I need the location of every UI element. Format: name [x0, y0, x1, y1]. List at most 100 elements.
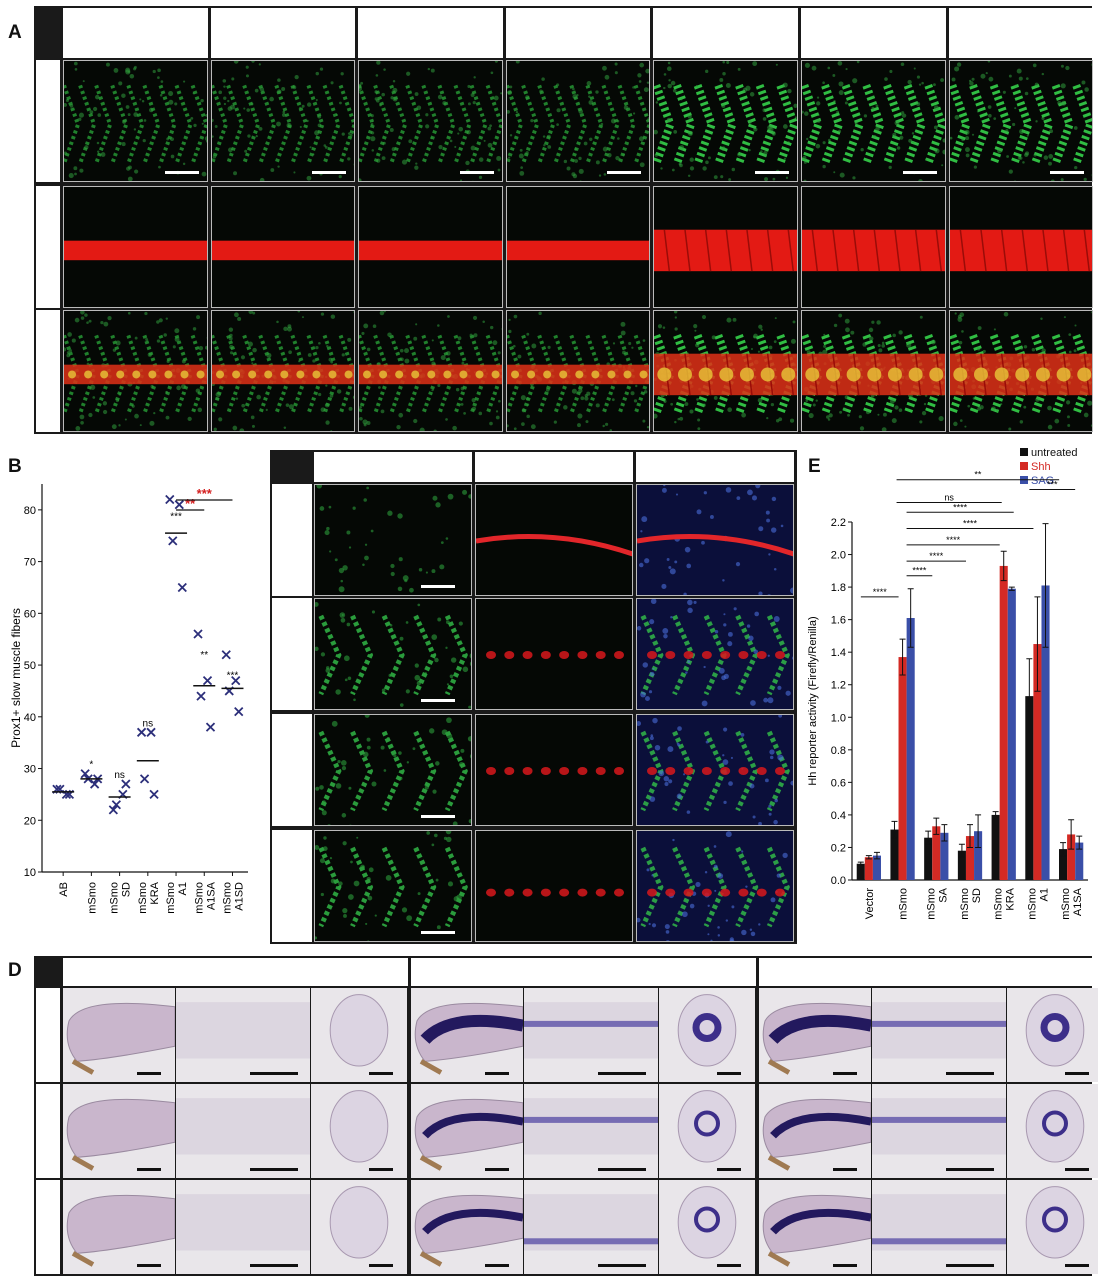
legend-label: untreated — [1031, 447, 1077, 459]
x-tick-label: mSmoKRA — [993, 887, 1017, 919]
y-tick-label: 30 — [24, 764, 36, 776]
panel-d-in-situ-image — [759, 988, 871, 1082]
panel-d-in-situ-image — [759, 1180, 871, 1274]
scale-bar — [717, 1072, 741, 1075]
bracket-label: *** — [197, 486, 213, 501]
error-bar — [857, 861, 864, 866]
data-point — [231, 675, 241, 686]
scale-bar — [485, 1168, 509, 1171]
panel-d-column-header — [63, 958, 408, 986]
scale-bar — [485, 1264, 509, 1267]
error-bar — [1026, 658, 1033, 735]
scale-bar — [598, 1168, 646, 1171]
comparison-label: **** — [946, 535, 961, 545]
significance-label: *** — [170, 512, 182, 523]
y-tick-label: 1.0 — [831, 712, 846, 724]
panel-e-letter: E — [808, 456, 821, 477]
y-tick-label: 1.2 — [831, 680, 846, 692]
comparison-label: **** — [953, 502, 968, 512]
scale-bar — [833, 1264, 857, 1267]
panel-d-in-situ-image — [659, 1084, 755, 1178]
panel-d-in-situ-image — [759, 1084, 871, 1178]
scale-bar — [946, 1264, 994, 1267]
panel-c-column-header — [475, 452, 633, 482]
error-bar — [1000, 550, 1007, 582]
data-point — [108, 805, 118, 815]
scale-bar — [598, 1264, 646, 1267]
error-bar — [1042, 523, 1049, 648]
y-tick-label: 0.8 — [831, 745, 846, 757]
data-point — [221, 650, 231, 660]
scale-bar — [1065, 1168, 1089, 1171]
y-tick-label: 10 — [24, 867, 36, 879]
panel-a-micrograph — [505, 310, 651, 432]
panel-a-micrograph — [358, 186, 503, 308]
comparison-label: ns — [944, 492, 954, 502]
data-point — [202, 675, 213, 686]
panel-a-micrograph — [653, 60, 798, 182]
data-point — [234, 706, 244, 717]
error-bar — [1034, 596, 1041, 692]
data-point — [205, 722, 216, 732]
panel-c-row-label — [272, 598, 312, 710]
y-tick-label: 1.6 — [831, 615, 846, 627]
comparison-label: **** — [873, 587, 888, 597]
x-tick-label: mSmo — [898, 888, 910, 920]
scale-bar — [946, 1072, 994, 1075]
comparison-label: **** — [929, 551, 944, 561]
x-tick-label: mSmoA1SA — [1060, 887, 1084, 919]
panel-a-micrograph — [63, 310, 208, 432]
y-tick-label: 60 — [24, 608, 36, 620]
data-point — [80, 769, 90, 779]
scale-bar — [137, 1168, 161, 1171]
x-tick-label: mSmoSD — [959, 888, 983, 920]
scale-bar — [421, 931, 455, 934]
x-tick-label: mSmo — [86, 882, 98, 914]
panel-c-micrograph — [475, 484, 633, 596]
bar — [932, 826, 941, 880]
y-tick-label: 50 — [24, 660, 36, 672]
data-point — [165, 494, 175, 505]
bar — [906, 618, 915, 880]
panel-d-in-situ-image — [1007, 1084, 1098, 1178]
panel-a-row-label — [36, 60, 60, 182]
scale-bar — [250, 1264, 298, 1267]
panel-a-column-header — [505, 8, 651, 58]
panel-a-row-label — [36, 186, 60, 308]
significance-label: ns — [143, 718, 154, 729]
bar — [898, 657, 907, 880]
panel-c-row-label — [272, 484, 312, 596]
y-tick-label: 0.2 — [831, 842, 846, 854]
error-bar — [865, 855, 872, 860]
error-bar — [933, 817, 940, 835]
data-point — [196, 691, 206, 701]
panel-d-letter: D — [8, 960, 22, 981]
panel-c-micrograph — [314, 484, 472, 596]
significance-label: *** — [227, 671, 239, 682]
scale-bar — [369, 1168, 393, 1171]
bar — [991, 814, 1000, 880]
bar — [924, 837, 933, 880]
panel-d-in-situ-image — [1007, 988, 1098, 1082]
panel-d-in-situ-image — [176, 988, 310, 1082]
panel-a-row-label — [36, 310, 60, 432]
error-bar — [891, 820, 898, 839]
scale-bar — [598, 1072, 646, 1075]
bar — [1041, 585, 1050, 880]
panel-a-micrograph — [358, 310, 503, 432]
panel-a-micrograph — [63, 60, 208, 182]
comparison-label: ** — [974, 470, 982, 480]
x-tick-label: mSmoA1 — [1026, 888, 1050, 920]
scale-bar — [421, 815, 455, 818]
y-tick-label: 70 — [24, 557, 36, 569]
panel-a-micrograph — [653, 186, 798, 308]
scale-bar — [833, 1072, 857, 1075]
scale-bar — [717, 1168, 741, 1171]
error-bar — [899, 638, 906, 676]
x-tick-label: mSmoA1SD — [221, 882, 245, 914]
significance-label: ** — [200, 650, 208, 661]
legend-swatch — [1020, 462, 1028, 470]
panel-c-micrograph — [314, 714, 472, 826]
data-point — [174, 500, 184, 510]
data-point — [149, 789, 159, 800]
